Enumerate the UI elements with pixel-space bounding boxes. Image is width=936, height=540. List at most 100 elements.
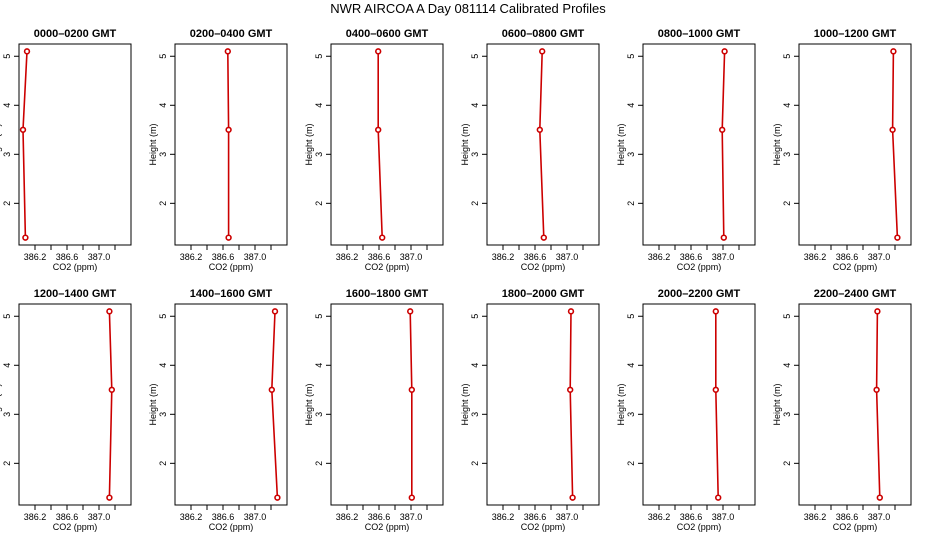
data-point	[540, 234, 547, 241]
x-tick-label: 386.6	[524, 512, 547, 522]
y-tick-label: 2	[782, 201, 792, 206]
x-tick-label: 386.6	[212, 252, 235, 262]
y-axis-label: Height (m)	[0, 383, 2, 425]
x-tick-label: 386.6	[56, 512, 79, 522]
x-axis-label: CO2 (ppm)	[677, 522, 722, 532]
data-point	[225, 234, 232, 241]
plot-frame	[174, 303, 288, 506]
x-tick-label: 386.6	[368, 252, 391, 262]
x-axis-label: CO2 (ppm)	[833, 262, 878, 272]
x-tick-label: 386.6	[680, 252, 703, 262]
y-tick-label: 4	[782, 103, 792, 108]
y-tick-label: 4	[158, 103, 168, 108]
panel-title: 0000–0200 GMT	[34, 28, 117, 40]
y-tick-label: 3	[626, 152, 636, 157]
x-tick-label: 386.2	[648, 252, 671, 262]
panel-title: 1000–1200 GMT	[814, 28, 897, 40]
y-tick-label: 2	[470, 201, 480, 206]
x-tick-label: 387.0	[556, 512, 579, 522]
profile-line	[377, 51, 383, 238]
y-tick-label: 4	[2, 103, 12, 108]
x-tick-label: 386.6	[56, 252, 79, 262]
data-point	[271, 308, 279, 315]
y-tick-label: 3	[2, 412, 12, 417]
x-tick-label: 387.0	[712, 512, 735, 522]
x-tick-label: 386.6	[836, 512, 859, 522]
plot-frame	[486, 303, 600, 506]
panel: 2000–2200 GMT 386.2 386.6 387.0 2 3 4 5 CO2 (ppm…	[616, 288, 756, 532]
y-axis-label: Height (m)	[0, 123, 2, 165]
figure-title: NWR AIRCOA A Day 081114 Calibrated Profi…	[330, 1, 606, 16]
y-axis-label: Height (m)	[616, 123, 626, 165]
y-tick-label: 5	[782, 54, 792, 59]
profile-line	[108, 311, 113, 498]
x-tick-label: 386.6	[680, 512, 703, 522]
panel: 1600–1800 GMT 386.2 386.6 387.0 2 3 4 5 CO2 (ppm…	[304, 288, 444, 532]
x-tick-label: 386.6	[836, 252, 859, 262]
data-point	[23, 48, 31, 55]
profile-line	[409, 311, 413, 498]
plot-frame	[174, 43, 288, 246]
data-point	[873, 386, 880, 393]
x-axis-label: CO2 (ppm)	[365, 522, 410, 532]
y-tick-label: 2	[158, 201, 168, 206]
y-tick-label: 4	[2, 363, 12, 368]
panel: 1800–2000 GMT 386.2 386.6 387.0 2 3 4 5 CO2 (ppm…	[460, 288, 600, 532]
panel: 2200–2400 GMT 386.2 386.6 387.0 2 3 4 5 CO2 (ppm…	[772, 288, 912, 532]
data-point	[889, 126, 896, 133]
panel-title: 0400–0600 GMT	[346, 28, 429, 40]
data-point	[375, 48, 382, 55]
x-axis-label: CO2 (ppm)	[521, 522, 566, 532]
x-tick-label: 386.2	[180, 252, 203, 262]
panel: 1000–1200 GMT 386.2 386.6 387.0 2 3 4 5 CO2 (ppm…	[772, 28, 912, 272]
data-point	[106, 494, 113, 501]
plot-frame	[18, 43, 132, 246]
data-point	[225, 126, 232, 133]
x-axis-label: CO2 (ppm)	[209, 262, 254, 272]
plot-frame	[798, 303, 912, 506]
y-tick-label: 5	[314, 54, 324, 59]
data-point	[567, 308, 575, 315]
x-tick-label: 387.0	[88, 252, 111, 262]
x-tick-label: 386.2	[24, 252, 47, 262]
x-tick-label: 386.6	[368, 512, 391, 522]
data-point	[538, 48, 546, 55]
y-tick-label: 2	[314, 461, 324, 466]
profile-line	[22, 51, 28, 238]
profile-line	[875, 311, 881, 498]
y-tick-label: 5	[626, 54, 636, 59]
y-tick-label: 2	[626, 461, 636, 466]
profile-line	[538, 51, 545, 238]
y-axis-label: Height (m)	[772, 383, 782, 425]
plot-frame	[642, 303, 756, 506]
x-tick-label: 387.0	[712, 252, 735, 262]
y-tick-label: 5	[626, 314, 636, 319]
panel: 0800–1000 GMT 386.2 386.6 387.0 2 3 4 5 CO2 (ppm…	[616, 28, 756, 272]
x-tick-label: 387.0	[244, 512, 267, 522]
y-tick-label: 2	[2, 201, 12, 206]
y-tick-label: 5	[782, 314, 792, 319]
data-point	[721, 48, 728, 55]
x-tick-label: 386.6	[212, 512, 235, 522]
data-point	[894, 234, 901, 241]
y-tick-label: 2	[782, 461, 792, 466]
data-point	[712, 308, 719, 315]
x-axis-label: CO2 (ppm)	[833, 522, 878, 532]
profile-line	[891, 51, 899, 238]
data-point	[108, 386, 116, 393]
x-tick-label: 386.2	[24, 512, 47, 522]
x-tick-label: 386.2	[492, 512, 515, 522]
x-tick-label: 386.2	[804, 512, 827, 522]
data-point	[718, 126, 726, 133]
x-tick-label: 387.0	[868, 252, 891, 262]
y-tick-label: 3	[158, 412, 168, 417]
y-tick-label: 4	[314, 103, 324, 108]
profile-line	[721, 51, 726, 238]
y-tick-label: 5	[470, 314, 480, 319]
data-point	[268, 386, 275, 393]
panel: 0600–0800 GMT 386.2 386.6 387.0 2 3 4 5 CO2 (ppm…	[460, 28, 600, 272]
x-axis-label: CO2 (ppm)	[521, 262, 566, 272]
data-point	[408, 494, 415, 501]
data-point	[890, 48, 897, 55]
